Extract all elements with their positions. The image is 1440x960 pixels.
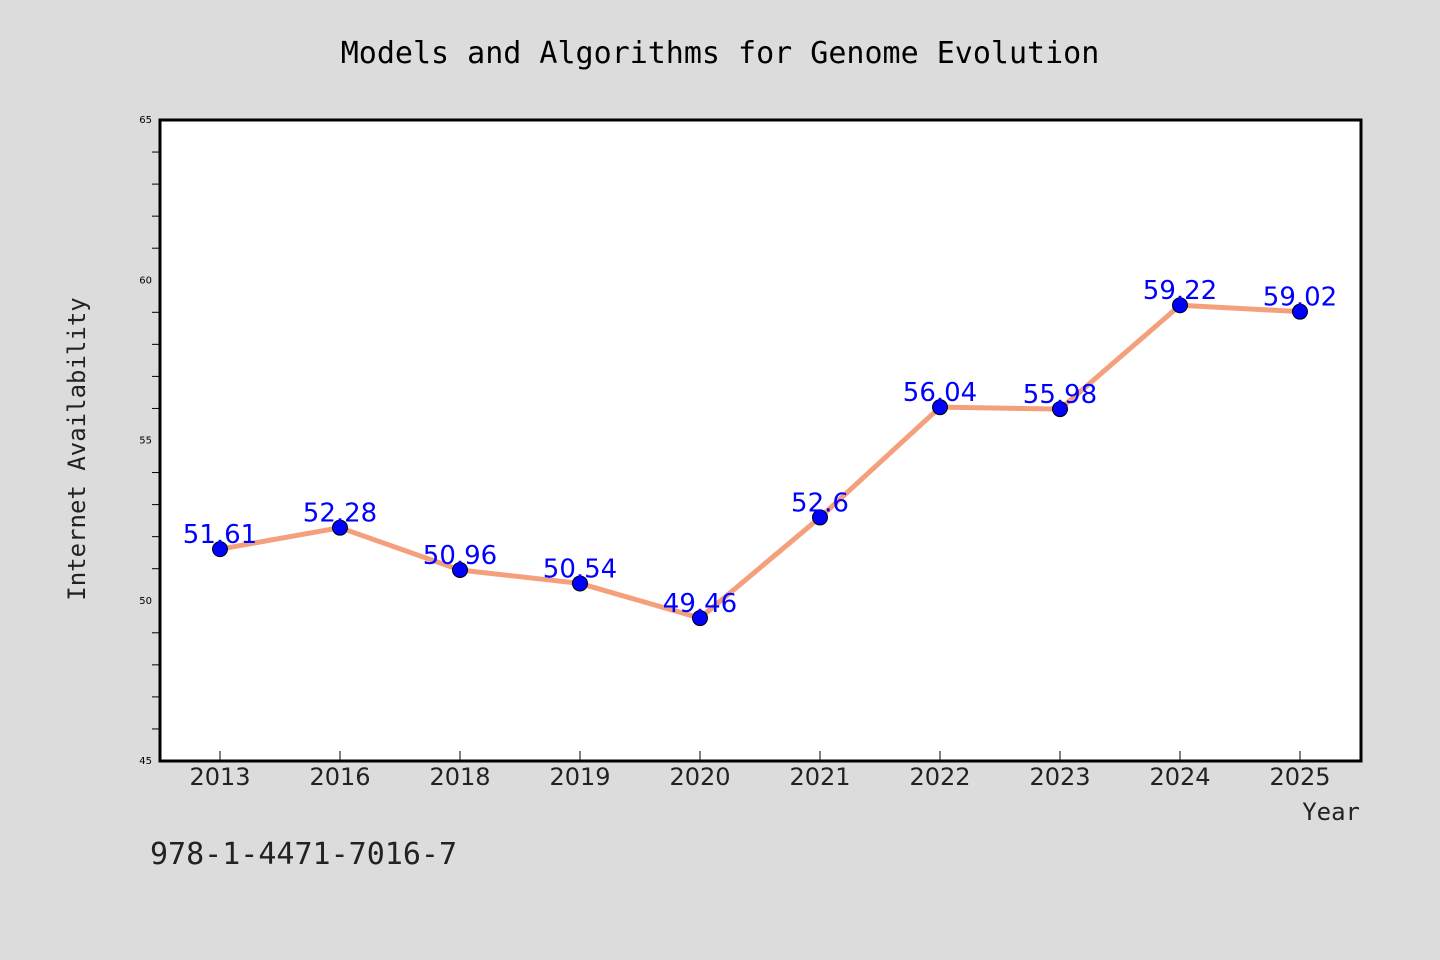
- data-label: 50.96: [423, 541, 497, 571]
- x-tick-label: 2016: [309, 763, 370, 791]
- data-label: 49.46: [663, 589, 737, 619]
- series-layer: 51.61 52.28 50.96 50.54 49.46 52.6 56.04 55.98 5…: [183, 276, 1337, 627]
- series-line: [217, 302, 1303, 621]
- data-label: 59.22: [1143, 276, 1217, 306]
- x-tick-label: 2022: [909, 763, 970, 791]
- plot-area: [160, 120, 1361, 761]
- data-point: [1292, 303, 1308, 320]
- data-label: 56.04: [903, 378, 977, 408]
- y-tick-label: 60: [139, 275, 152, 286]
- data-point: [212, 541, 228, 558]
- data-point: [452, 561, 468, 578]
- x-tick-label: 2021: [789, 763, 850, 791]
- isbn-annotation: 978-1-4471-7016-7: [150, 837, 457, 872]
- y-tick-label: 65: [139, 115, 152, 126]
- data-point: [1172, 297, 1188, 314]
- data-point: [1052, 401, 1068, 418]
- y-tick-label: 45: [139, 756, 152, 767]
- x-tick-label: 2013: [189, 763, 250, 791]
- x-tick-label: 2018: [429, 763, 490, 791]
- data-label: 51.61: [183, 520, 257, 550]
- y-axis-label: Internet Availability: [63, 297, 91, 600]
- data-label: 50.54: [543, 554, 617, 584]
- chart-title: Models and Algorithms for Genome Evoluti…: [341, 36, 1100, 71]
- data-label: 52.6: [791, 488, 849, 518]
- plot-frame: [158, 118, 1363, 763]
- data-point: [812, 509, 828, 526]
- x-axis: 2013 2016 2018 2019 2020 2021 2022 2023 2024 2025: [189, 751, 1331, 791]
- data-label: 52.28: [303, 499, 377, 529]
- x-tick-label: 2019: [549, 763, 610, 791]
- y-axis: 45 50 55 60 65: [139, 115, 160, 767]
- y-tick-label: 55: [139, 436, 152, 447]
- y-tick-label: 50: [139, 596, 152, 607]
- x-axis-label: Year: [1302, 798, 1360, 826]
- data-point: [332, 519, 348, 536]
- data-point: [572, 575, 588, 592]
- x-tick-label: 2023: [1029, 763, 1090, 791]
- data-point: [692, 610, 708, 627]
- data-label: 55.98: [1023, 380, 1097, 410]
- data-point: [932, 399, 948, 416]
- data-label: 59.02: [1263, 283, 1337, 313]
- x-tick-label: 2024: [1149, 763, 1210, 791]
- x-tick-label: 2025: [1269, 763, 1330, 791]
- x-tick-label: 2020: [669, 763, 730, 791]
